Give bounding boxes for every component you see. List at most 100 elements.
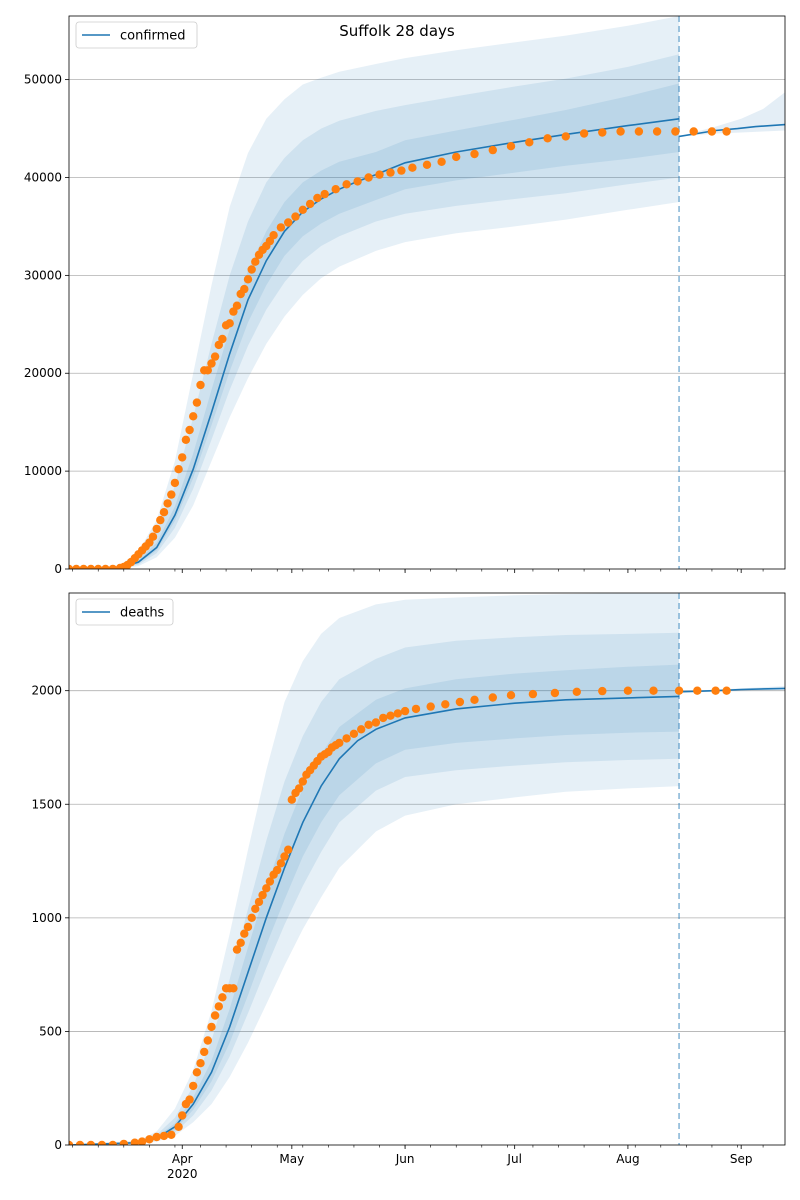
observed-point xyxy=(652,127,662,136)
chart-title: Suffolk 28 days xyxy=(339,22,455,40)
observed-point xyxy=(722,127,731,136)
observed-point xyxy=(232,945,242,954)
observed-point xyxy=(152,1132,161,1142)
observed-point xyxy=(331,185,340,194)
observed-point xyxy=(408,163,417,172)
observed-point xyxy=(108,564,117,569)
observed-point xyxy=(276,859,286,868)
observed-point xyxy=(159,1131,169,1141)
observed-point xyxy=(455,697,465,707)
observed-point xyxy=(247,265,256,274)
observed-point xyxy=(192,1068,202,1077)
observed-point xyxy=(273,865,282,875)
observed-point xyxy=(386,168,395,177)
observed-point xyxy=(623,686,633,695)
observed-point xyxy=(167,1130,176,1140)
observed-point xyxy=(280,852,289,861)
observed-point xyxy=(357,725,366,734)
observed-point xyxy=(79,564,88,569)
observed-point xyxy=(69,1140,74,1145)
observed-point xyxy=(163,499,172,508)
x-tick-label: Jun xyxy=(395,1152,415,1166)
observed-point xyxy=(75,1140,85,1145)
y-tick-label: 40000 xyxy=(24,170,62,184)
observed-point xyxy=(210,352,220,361)
y-tick-label: 30000 xyxy=(24,268,62,282)
observed-point xyxy=(207,359,216,368)
observed-point xyxy=(441,700,450,709)
observed-point xyxy=(470,695,479,704)
observed-point xyxy=(254,897,264,907)
observed-point xyxy=(108,1140,117,1145)
observed-point xyxy=(335,738,344,748)
observed-point xyxy=(506,691,516,700)
observed-point xyxy=(232,301,242,310)
observed-point xyxy=(159,508,169,517)
observed-point xyxy=(174,465,183,474)
observed-point xyxy=(240,929,249,938)
observed-point xyxy=(294,784,304,793)
observed-point xyxy=(393,709,402,718)
observed-point xyxy=(210,1011,220,1020)
observed-point xyxy=(371,718,381,727)
observed-point xyxy=(269,231,278,240)
uncertainty-band-2 xyxy=(69,83,680,569)
observed-point xyxy=(411,704,421,714)
uncertainty-band-1 xyxy=(69,54,680,569)
observed-point xyxy=(298,205,307,214)
observed-point xyxy=(276,223,286,232)
x-tick-label: 2020 xyxy=(167,1167,198,1181)
observed-point xyxy=(243,922,253,932)
y-tick-label: 1500 xyxy=(31,797,62,811)
observed-point xyxy=(426,702,435,711)
observed-point xyxy=(189,1081,198,1091)
observed-point xyxy=(693,686,702,695)
observed-point xyxy=(364,720,373,729)
y-tick-label: 50000 xyxy=(24,73,62,87)
observed-point xyxy=(203,366,212,375)
y-tick-label: 0 xyxy=(54,1138,62,1152)
observed-point xyxy=(185,1095,194,1104)
observed-point xyxy=(284,845,293,854)
observed-point xyxy=(200,1047,209,1057)
observed-point xyxy=(243,275,253,284)
observed-point xyxy=(572,687,581,696)
observed-point xyxy=(689,127,698,136)
observed-point xyxy=(722,686,731,695)
observed-point xyxy=(236,938,245,947)
observed-point xyxy=(375,170,384,179)
observed-point xyxy=(72,564,81,569)
observed-point xyxy=(543,134,552,143)
observed-point xyxy=(400,706,410,716)
observed-point xyxy=(598,686,607,696)
observed-point xyxy=(174,1122,183,1132)
observed-point xyxy=(137,1137,147,1145)
observed-point xyxy=(196,380,205,390)
observed-point xyxy=(145,1135,154,1144)
observed-point xyxy=(181,435,191,444)
observed-point xyxy=(218,334,227,344)
observed-point xyxy=(101,564,110,569)
observed-point xyxy=(69,564,74,569)
observed-point xyxy=(349,729,359,738)
observed-point xyxy=(397,166,406,175)
x-tick-label: Apr xyxy=(172,1152,193,1166)
plot-frame xyxy=(68,15,786,570)
legend: confirmed xyxy=(75,21,198,49)
observed-point xyxy=(240,284,249,294)
observed-point xyxy=(229,984,238,993)
observed-point xyxy=(452,152,461,162)
observed-point xyxy=(185,425,194,435)
observed-point xyxy=(386,711,395,720)
observed-point xyxy=(167,490,176,499)
y-tick-label: 1000 xyxy=(31,911,62,925)
observed-point xyxy=(214,1002,223,1011)
observed-point xyxy=(86,564,96,569)
observed-point xyxy=(711,686,720,695)
observed-point xyxy=(506,142,516,151)
observed-point xyxy=(291,212,300,221)
observed-point xyxy=(170,478,180,488)
observed-point xyxy=(258,890,267,900)
x-tick-label: May xyxy=(279,1152,304,1166)
confirmed-panel: 0 10000 20000 30000 40000 50000 confirmed xyxy=(24,15,786,576)
